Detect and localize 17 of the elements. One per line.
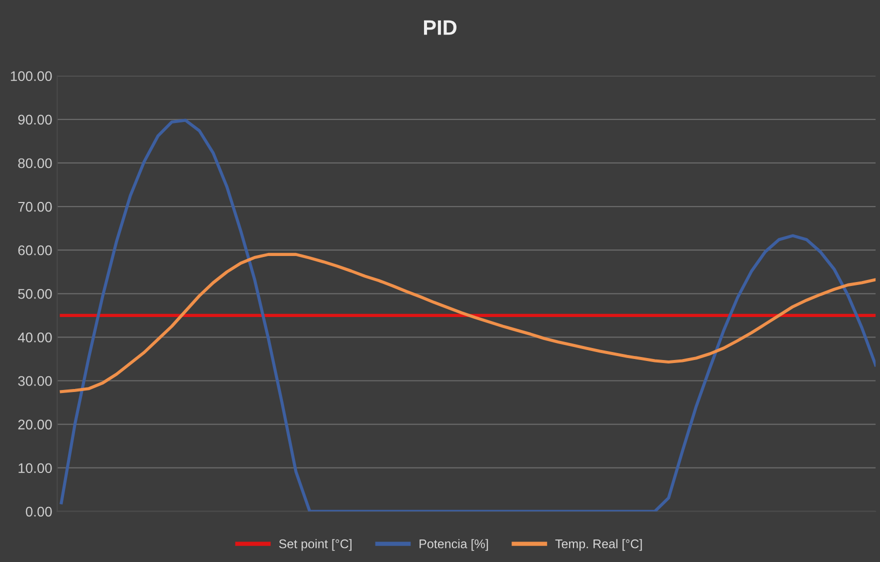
- y-tick-label: 60.00: [18, 245, 52, 256]
- y-tick-label: 50.00: [18, 288, 52, 299]
- y-tick-label: 10.00: [18, 463, 52, 474]
- y-tick-label: 70.00: [18, 202, 52, 212]
- line-series: [60, 252, 876, 394]
- y-tick-label: 80.00: [18, 158, 52, 168]
- y-tick-label: 90.00: [18, 114, 52, 125]
- legend-label: Potencia [%]: [420, 539, 488, 551]
- y-tick-label: 100.00: [10, 71, 52, 82]
- y-tick-label: 30.00: [18, 376, 52, 386]
- chart-title: PID: [424, 20, 456, 35]
- legend-label: Temp. Real [°C]: [555, 539, 642, 551]
- line-series: [60, 118, 876, 512]
- y-tick-label: 20.00: [18, 420, 52, 430]
- legend-label: Set point [°C]: [279, 539, 352, 551]
- y-tick-label: 40.00: [18, 332, 52, 342]
- y-tick-label: 0.00: [26, 506, 52, 517]
